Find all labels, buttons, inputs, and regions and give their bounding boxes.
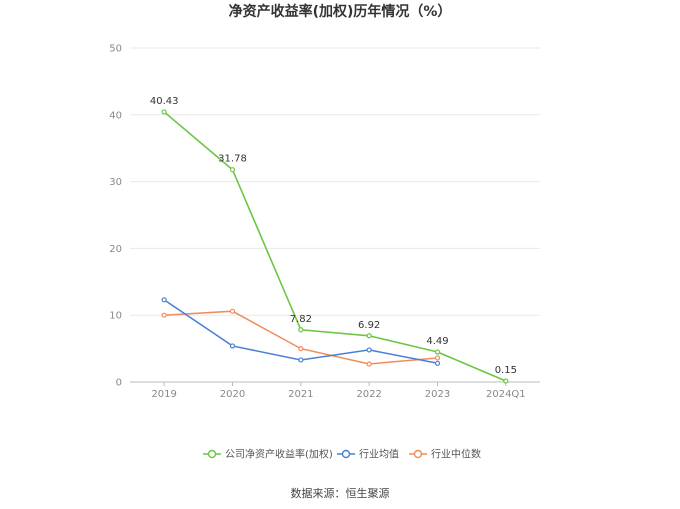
series-2 — [161, 308, 441, 367]
y-tick-label: 0 — [116, 378, 122, 389]
data-point[interactable] — [161, 297, 167, 303]
series-group: 40.43 31.78 7.82 6.92 4.49 0.15 — [150, 96, 517, 384]
legend-label: 行业中位数 — [431, 448, 481, 461]
y-tick-label: 30 — [109, 177, 122, 188]
data-label: 6.92 — [358, 320, 380, 331]
x-tick-label: 2024Q1 — [486, 389, 526, 400]
data-point[interactable] — [366, 361, 372, 367]
data-label: 7.82 — [290, 314, 312, 325]
y-tick-label: 20 — [109, 244, 122, 255]
data-point[interactable] — [161, 109, 167, 115]
data-point[interactable] — [366, 347, 372, 353]
legend-marker — [341, 449, 351, 459]
x-tick-label: 2021 — [288, 389, 313, 400]
data-label: 4.49 — [426, 336, 448, 347]
data-point[interactable] — [366, 333, 372, 339]
x-axis: 2019 2020 2021 2022 2023 2024Q1 — [151, 382, 526, 400]
data-source: 数据来源：恒生聚源 — [291, 486, 390, 500]
legend-marker — [207, 449, 217, 459]
data-point[interactable] — [298, 346, 304, 352]
data-point[interactable] — [298, 327, 304, 333]
x-tick-label: 2019 — [151, 389, 176, 400]
y-tick-label: 50 — [109, 44, 122, 55]
data-point[interactable] — [503, 378, 509, 384]
legend-item[interactable]: 公司净资产收益率(加权) — [203, 448, 333, 461]
y-tick-label: 40 — [109, 110, 122, 121]
y-tick-label: 10 — [109, 311, 122, 322]
legend-label: 行业均值 — [359, 448, 399, 461]
data-point[interactable] — [229, 167, 236, 173]
series-0: 40.43 31.78 7.82 6.92 4.49 0.15 — [150, 96, 517, 384]
y-axis: 0 10 20 30 40 50 — [109, 44, 122, 389]
legend[interactable]: 公司净资产收益率(加权) 行业均值 行业中位数 — [203, 448, 481, 461]
data-label: 31.78 — [218, 154, 247, 165]
legend-label: 公司净资产收益率(加权) — [225, 448, 333, 461]
data-point[interactable] — [298, 357, 304, 363]
data-label: 40.43 — [150, 96, 179, 107]
data-point[interactable] — [434, 360, 441, 366]
data-point[interactable] — [229, 343, 236, 349]
data-point[interactable] — [434, 355, 441, 361]
data-label: 0.15 — [495, 365, 517, 376]
series-1 — [161, 297, 441, 366]
legend-marker — [413, 449, 423, 459]
x-tick-label: 2023 — [425, 389, 450, 400]
grid — [130, 47, 540, 383]
x-tick-label: 2020 — [220, 389, 245, 400]
legend-item[interactable]: 行业均值 — [337, 448, 399, 461]
data-point[interactable] — [229, 308, 236, 314]
chart-title: 净资产收益率(加权)历年情况（%） — [229, 3, 452, 20]
series-line — [163, 111, 507, 382]
x-tick-label: 2022 — [356, 389, 381, 400]
legend-item[interactable]: 行业中位数 — [409, 448, 481, 461]
data-point[interactable] — [434, 349, 441, 355]
data-point[interactable] — [161, 312, 167, 318]
